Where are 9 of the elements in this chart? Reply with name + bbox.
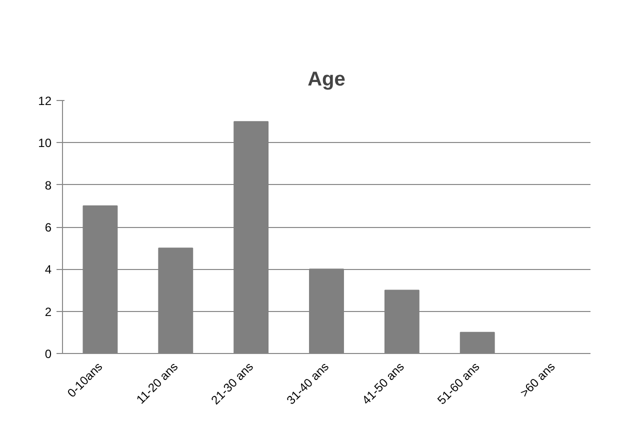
y-tick-label: 12 [38, 94, 52, 108]
y-tick-label: 2 [44, 304, 52, 319]
y-tick-label: 10 [38, 136, 52, 150]
y-tick-label: 0 [44, 347, 52, 361]
y-tick-label: 4 [44, 262, 52, 277]
y-tick-label: 6 [44, 220, 52, 234]
y-tick-label: 8 [44, 178, 52, 192]
chart-title: Age [308, 68, 346, 90]
x-tick-label: >60 ans [517, 360, 558, 400]
